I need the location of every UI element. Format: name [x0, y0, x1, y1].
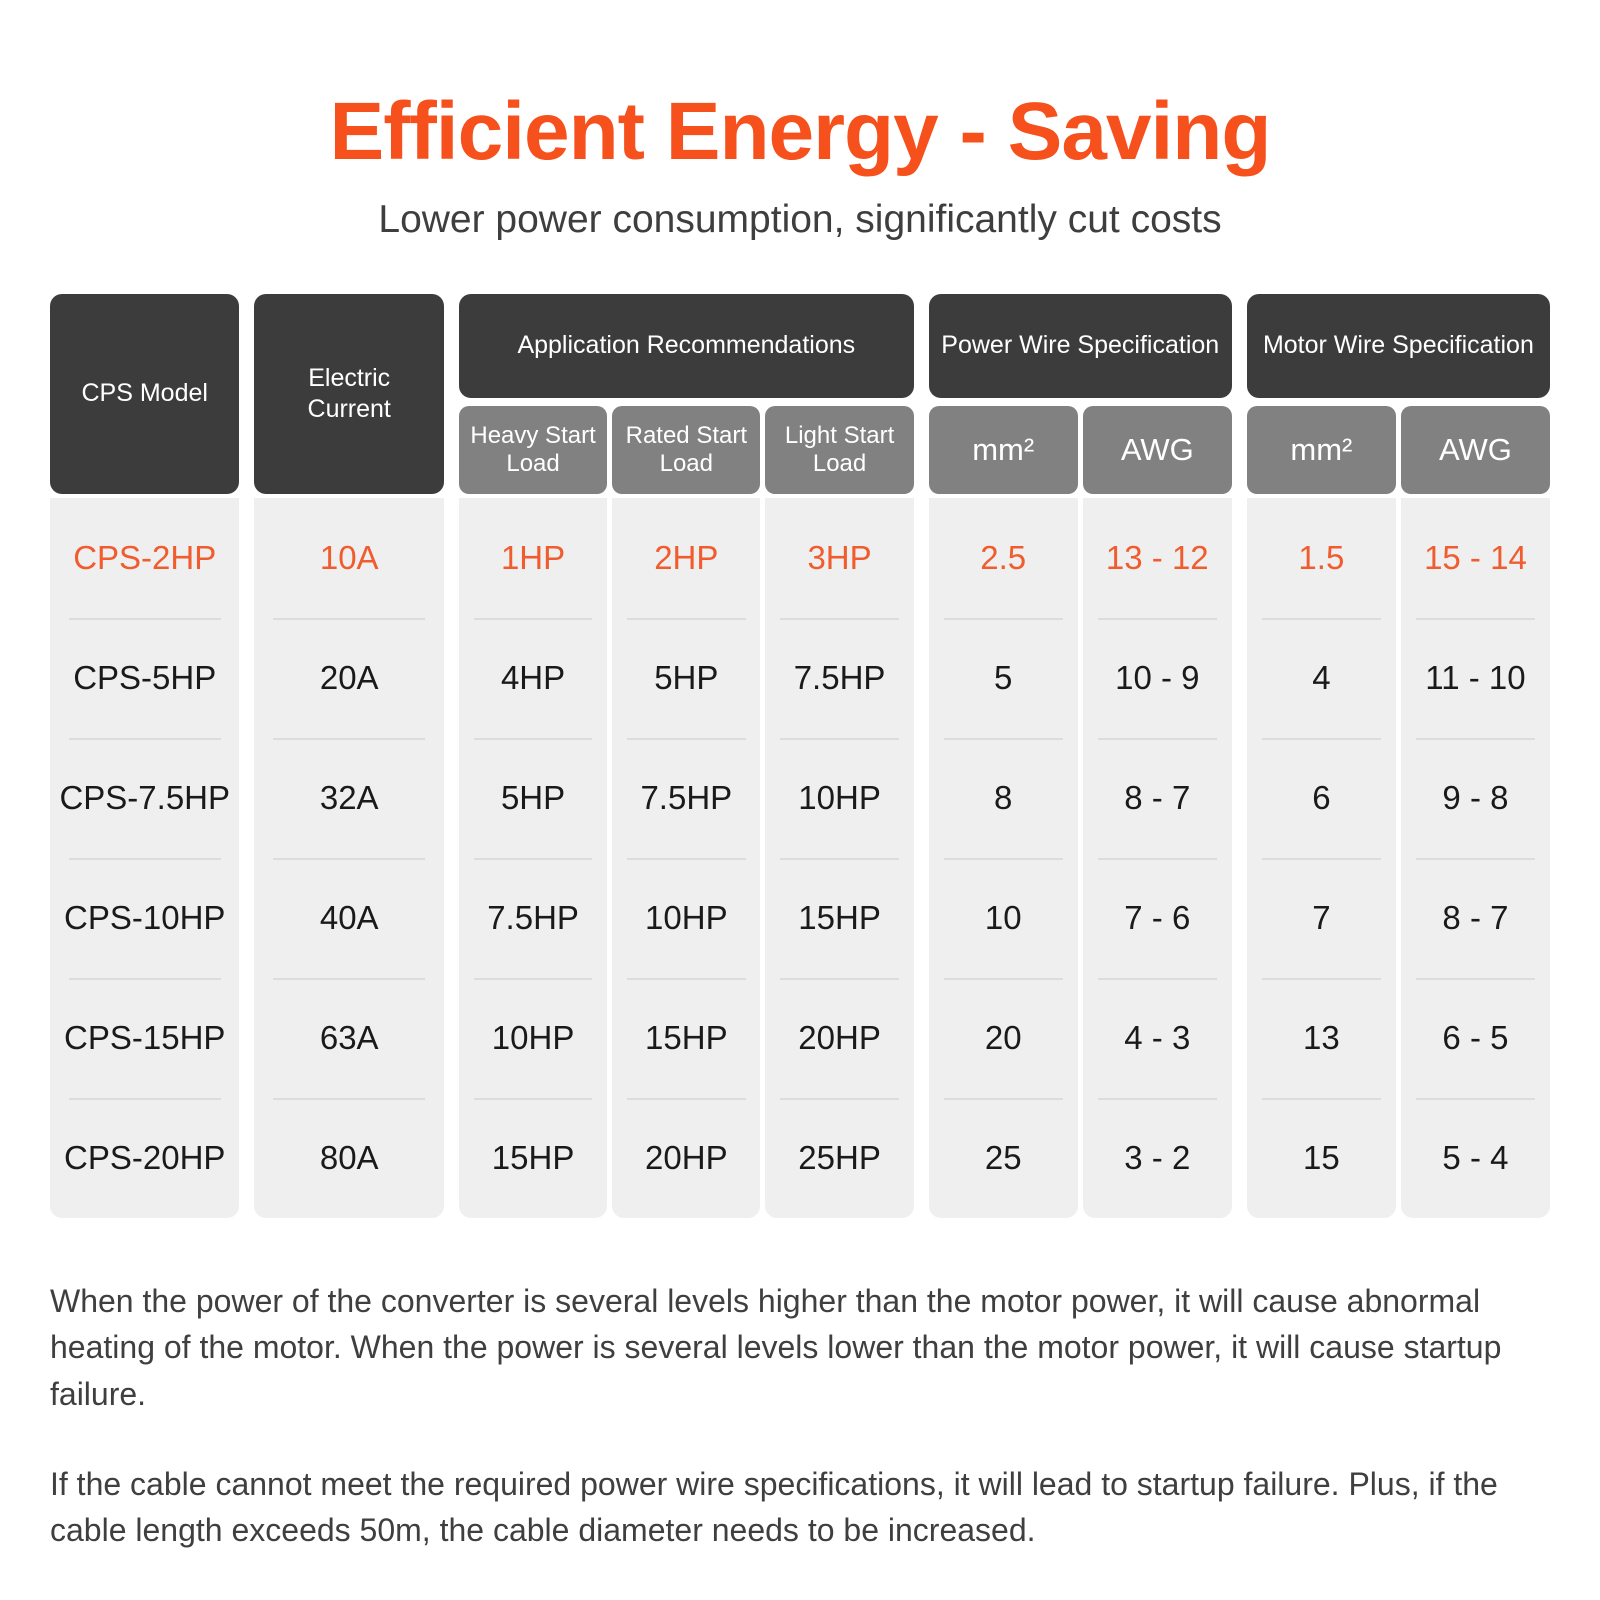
column-group: CPS Model CPS-2HP CPS-5HP CPS-7.5HP CPS-10HP…	[50, 293, 240, 1218]
table-cell: 8 - 7	[1083, 737, 1232, 858]
subheader-cell: AWG	[1082, 405, 1232, 494]
table-cell: 25	[929, 1097, 1078, 1218]
subheader-cell: mm²	[928, 405, 1078, 494]
page-title: Efficient Energy - Saving	[329, 86, 1272, 177]
column-group: Application Recommendations Heavy Start L…	[458, 293, 914, 1218]
table-cell: 5	[929, 617, 1078, 738]
table-cell: 4 - 3	[1083, 977, 1232, 1098]
table-cell: CPS-10HP	[50, 857, 239, 978]
table-cell: 5 - 4	[1401, 1097, 1550, 1218]
table-column: 2HP 5HP 7.5HP 10HP 15HP 20HP	[612, 497, 761, 1218]
table-cell: 20	[929, 977, 1078, 1098]
column-group: Motor Wire Specification mm² AWG 1.5 4 6 7 13 15…	[1246, 293, 1550, 1218]
body-columns: CPS-2HP CPS-5HP CPS-7.5HP CPS-10HP CPS-15HP C…	[50, 497, 240, 1218]
table-cell: 7	[1247, 857, 1396, 978]
body-columns: 1HP 4HP 5HP 7.5HP 10HP 15HP 2HP 5HP 7.5HP 10HP 15H…	[458, 497, 914, 1218]
footnotes: When the power of the converter is sever…	[50, 1278, 1550, 1554]
table-column: 1HP 4HP 5HP 7.5HP 10HP 15HP	[458, 497, 608, 1218]
subheader-cell: AWG	[1400, 405, 1550, 494]
table-cell: 10A	[319, 538, 379, 576]
table-cell: 40A	[254, 857, 443, 978]
table-cell: 1.5	[1298, 538, 1345, 576]
page-subtitle: Lower power consumption, significantly c…	[378, 197, 1222, 241]
column-group: Electric Current 10A 20A 32A 40A 63A 80A	[254, 293, 444, 1218]
table-cell: 8	[929, 737, 1078, 858]
table-cell: 10 - 9	[1083, 617, 1232, 738]
table-cell: 13	[1247, 977, 1396, 1098]
table-cell: 32A	[254, 737, 443, 858]
table-cell: 3 - 2	[1083, 1097, 1232, 1218]
table-cell: 13 - 12	[1105, 538, 1209, 576]
table-column: 2.5 5 8 10 20 25	[928, 497, 1078, 1218]
table-cell: 63A	[254, 977, 443, 1098]
table-cell: 10HP	[612, 857, 760, 978]
table-cell: CPS-15HP	[50, 977, 239, 1098]
table-cell: 20A	[254, 617, 443, 738]
note-paragraph-2: If the cable cannot meet the required po…	[50, 1466, 1498, 1549]
table-column: 10A 20A 32A 40A 63A 80A	[254, 497, 444, 1218]
table-cell: 7.5HP	[765, 617, 913, 738]
table-cell: 11 - 10	[1401, 617, 1550, 738]
table-cell: 4	[1247, 617, 1396, 738]
table-cell: 15HP	[765, 857, 913, 978]
subheader-cell: mm²	[1246, 405, 1396, 494]
table-cell: 7.5HP	[459, 857, 607, 978]
table-cell: 7.5HP	[612, 737, 760, 858]
subheader-cell: Rated Start Load	[612, 405, 761, 494]
group-header: Motor Wire Specification	[1246, 293, 1550, 398]
table-cell: 20HP	[765, 977, 913, 1098]
body-columns: 10A 20A 32A 40A 63A 80A	[254, 497, 444, 1218]
table-cell: 2.5	[980, 538, 1027, 576]
group-header: Power Wire Specification	[928, 293, 1232, 398]
table-column: CPS-2HP CPS-5HP CPS-7.5HP CPS-10HP CPS-15HP C…	[50, 497, 240, 1218]
table-cell: 6	[1247, 737, 1396, 858]
table-cell: 9 - 8	[1401, 737, 1550, 858]
subheader-cell: Light Start Load	[765, 405, 914, 494]
subheader-row: mm² AWG	[1246, 405, 1550, 494]
table-cell: 15	[1247, 1097, 1396, 1218]
note-paragraph-1: When the power of the converter is sever…	[50, 1282, 1502, 1412]
subheader-row: mm² AWG	[928, 405, 1232, 494]
table-cell: 3HP	[807, 538, 872, 576]
table-cell: CPS-20HP	[50, 1097, 239, 1218]
group-header: CPS Model	[50, 293, 240, 494]
column-group: Power Wire Specification mm² AWG 2.5 5 8 10 20 2…	[928, 293, 1232, 1218]
table-column: 3HP 7.5HP 10HP 15HP 20HP 25HP	[765, 497, 914, 1218]
table-cell: 10HP	[765, 737, 913, 858]
table-cell: 10	[929, 857, 1078, 978]
table-cell: 6 - 5	[1401, 977, 1550, 1098]
table-cell: 4HP	[459, 617, 607, 738]
table-cell: 20HP	[612, 1097, 760, 1218]
table-cell: 10HP	[459, 977, 607, 1098]
specification-table: CPS Model CPS-2HP CPS-5HP CPS-7.5HP CPS-10HP…	[50, 293, 1550, 1218]
subheader-row: Heavy Start Load Rated Start Load Light St…	[458, 405, 914, 494]
table-cell: 5HP	[612, 617, 760, 738]
table-cell: 15 - 14	[1424, 538, 1527, 576]
table-cell: 15HP	[459, 1097, 607, 1218]
table-cell: 5HP	[459, 737, 607, 858]
table-cell: 1HP	[500, 538, 566, 576]
table-cell: CPS-7.5HP	[50, 737, 239, 858]
table-cell: CPS-5HP	[50, 617, 239, 738]
table-cell: CPS-2HP	[73, 538, 217, 576]
group-header: Electric Current	[254, 293, 444, 494]
table-cell: 7 - 6	[1083, 857, 1232, 978]
infographic-page: Efficient Energy - Saving Lower power co…	[0, 86, 1600, 1600]
table-cell: 25HP	[765, 1097, 913, 1218]
subheader-cell: Heavy Start Load	[458, 405, 608, 494]
table-cell: 2HP	[654, 538, 719, 576]
table-cell: 80A	[254, 1097, 443, 1218]
table-cell: 15HP	[612, 977, 760, 1098]
group-header: Application Recommendations	[458, 293, 914, 398]
table-column: 1.5 4 6 7 13 15	[1246, 497, 1396, 1218]
table-cell: 8 - 7	[1401, 857, 1550, 978]
